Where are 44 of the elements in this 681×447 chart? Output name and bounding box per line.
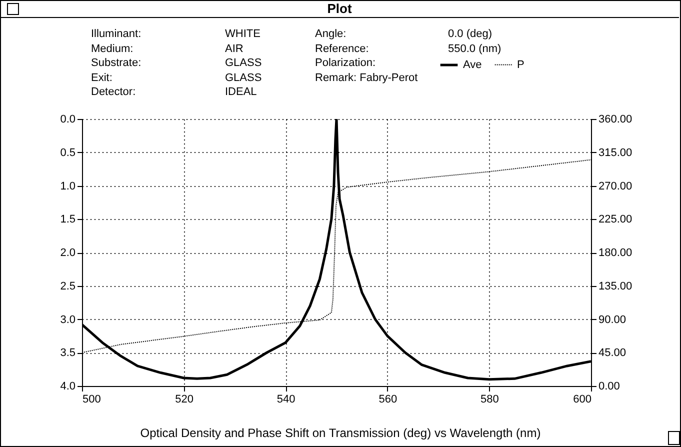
y2-tick-label: 360.00: [598, 114, 632, 126]
text: Angle:: [315, 28, 346, 40]
legend-label: Ave: [463, 59, 482, 71]
text: Remark: Fabry-Perot: [315, 72, 418, 84]
x-tick-label: 520: [175, 394, 194, 406]
text: Illuminant:: [91, 28, 142, 40]
y2-tick-label: 90.00: [598, 314, 626, 326]
y-tick-label: 0.0: [60, 114, 76, 126]
y-tick-label: 1.5: [60, 214, 76, 226]
y-tick-label: 2.0: [60, 247, 76, 259]
legend-label: P: [517, 58, 524, 71]
x-tick-label: 600: [573, 394, 592, 406]
text: 0.0 (deg): [448, 28, 492, 40]
y-tick-label: 4.0: [60, 380, 76, 392]
y2-tick-label: 135.00: [598, 280, 632, 292]
y2-tick-label: 225.00: [598, 214, 632, 226]
y-tick-label: 3.0: [60, 314, 76, 326]
text: Polarization:: [315, 57, 376, 69]
y2-tick-label: 0.00: [598, 380, 620, 392]
x-tick-label: 540: [276, 394, 296, 406]
text: Substrate:: [91, 57, 142, 69]
x-tick-label: 560: [378, 394, 398, 406]
y2-tick-label: 180.00: [598, 247, 632, 259]
x-tick-label: 580: [480, 394, 499, 406]
y-tick-label: 2.5: [60, 280, 76, 292]
y2-tick-label: 270.00: [598, 180, 632, 192]
text: Reference:: [315, 43, 369, 55]
text: Exit:: [91, 72, 112, 84]
text: GLASS: [225, 72, 262, 84]
x-axis-title: Optical Density and Phase Shift on Transmission (deg) vs Wavelength (nm): [139, 426, 542, 440]
text: Medium:: [91, 43, 134, 55]
x-tick-label: 500: [82, 394, 101, 406]
text: GLASS: [225, 57, 262, 69]
text: IDEAL: [225, 86, 257, 98]
text: 550.0 (nm): [448, 43, 502, 55]
y2-tick-label: 315.00: [598, 146, 632, 159]
text: WHITE: [225, 28, 260, 40]
y2-tick-label: 45.00: [598, 347, 626, 360]
y-tick-label: 1.0: [60, 180, 76, 192]
text: Detector:: [91, 86, 136, 98]
y-tick-label: 0.5: [60, 146, 76, 159]
text: AIR: [225, 43, 244, 55]
y-tick-label: 3.5: [60, 347, 76, 360]
chart-title: Plot: [321, 1, 358, 16]
